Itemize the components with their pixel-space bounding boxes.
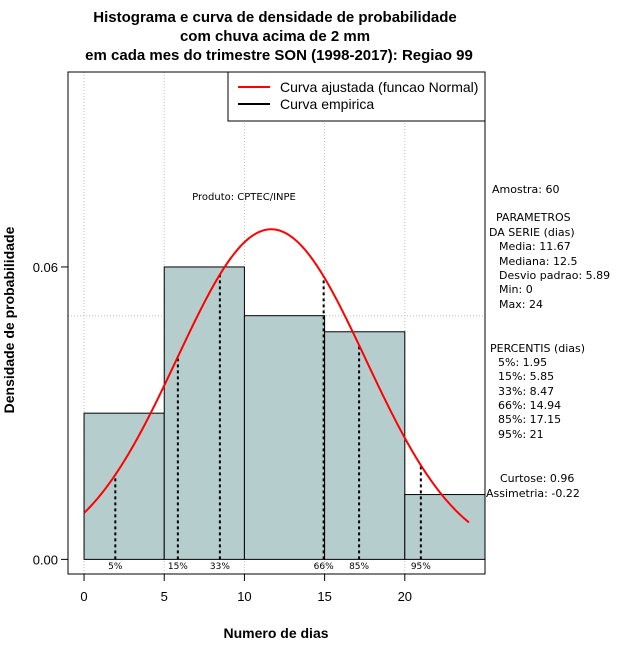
percentile-label-4: 85%	[349, 562, 369, 572]
legend: Curva ajustada (funcao Normal) Curva emp…	[227, 71, 486, 122]
side-p85: 85%: 17.15	[498, 413, 561, 426]
side-kurtosis: Curtose: 0.96	[500, 472, 574, 485]
chart-title-line-3: em cada mes do trimestre SON (1998-2017)…	[85, 47, 473, 64]
chart-title-line-2: com chuva acima de 2 mm	[180, 28, 370, 45]
percentile-labels: 5% 15% 33% 66% 85% 95%	[108, 562, 431, 572]
legend-empirical-label: Curva empirica	[280, 96, 374, 112]
percentile-label-5: 95%	[411, 562, 431, 572]
percentile-label-2: 33%	[210, 562, 230, 572]
x-tick-label-0: 0	[80, 589, 87, 604]
x-tick-label-1: 5	[161, 589, 168, 604]
y-tick-label-1: 0.06	[33, 260, 58, 275]
legend-box	[227, 71, 486, 122]
side-panel: Amostra: 60 PARAMETROS DA SERIE (dias) M…	[486, 183, 610, 500]
percentile-label-1: 15%	[168, 562, 188, 572]
y-axis-title: Densidade de probabilidade	[1, 226, 17, 413]
histogram-bar-2	[243, 315, 326, 560]
percentile-label-0: 5%	[108, 562, 123, 572]
side-skewness: Assimetria: -0.22	[486, 487, 580, 500]
x-tick-label-2: 10	[237, 589, 251, 604]
side-min: Min: 0	[499, 283, 533, 296]
side-p95: 95%: 21	[498, 428, 544, 441]
y-axis: 0.00 0.06	[33, 260, 69, 567]
percentile-label-3: 66%	[314, 562, 334, 572]
histogram-bars	[83, 266, 486, 560]
y-tick-label-0: 0.00	[33, 552, 58, 567]
side-sample: Amostra: 60	[492, 183, 559, 196]
side-mean: Media: 11.67	[499, 240, 571, 253]
side-sd: Desvio padrao: 5.89	[499, 269, 610, 282]
side-params-heading: PARAMETROS	[496, 211, 571, 224]
x-tick-label-3: 15	[317, 589, 331, 604]
legend-normal-label: Curva ajustada (funcao Normal)	[280, 79, 478, 95]
x-axis: 0 5 10 15 20	[80, 573, 412, 604]
side-p15: 15%: 5.85	[498, 370, 554, 383]
side-percentis-heading: PERCENTIS (dias)	[490, 342, 585, 355]
product-credit: Produto: CPTEC/INPE	[192, 192, 296, 203]
side-p66: 66%: 14.94	[498, 399, 561, 412]
chart-title-line-1: Histograma e curva de densidade de proba…	[93, 9, 456, 26]
percentile-lines	[114, 274, 422, 560]
side-p5: 5%: 1.95	[498, 356, 547, 369]
side-median: Mediana: 12.5	[499, 255, 577, 268]
histogram-bar-4	[404, 494, 486, 560]
side-p33: 33%: 8.47	[498, 385, 554, 398]
normal-fit-curve	[83, 228, 470, 524]
x-axis-title: Numero de dias	[223, 625, 328, 641]
x-tick-label-4: 20	[398, 589, 412, 604]
histogram-bar-1	[163, 266, 245, 560]
side-max: Max: 24	[499, 298, 543, 311]
side-params-subheading: DA SERIE (dias)	[489, 226, 575, 239]
histogram-bar-0	[83, 412, 165, 560]
histogram-bar-3	[324, 331, 406, 560]
